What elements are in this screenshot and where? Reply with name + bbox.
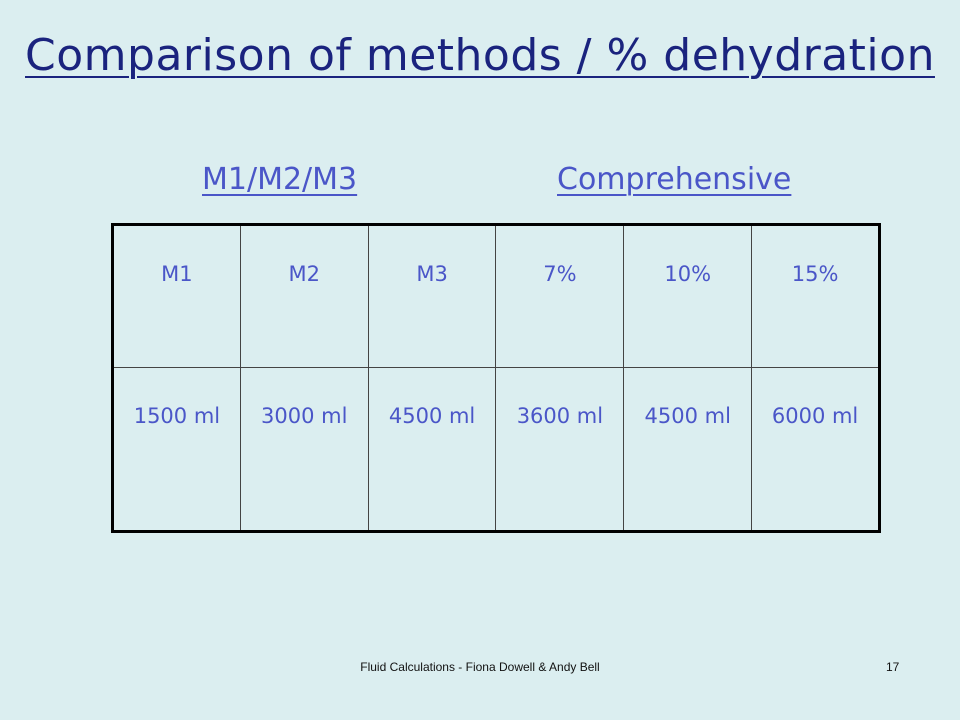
table-cell: 3600 ml [495,367,625,532]
table-header-cell: 7% [495,224,625,368]
footer-text: Fluid Calculations - Fiona Dowell & Andy… [360,660,600,674]
table-cell: 4500 ml [623,367,753,532]
table-header-cell: M3 [367,224,497,368]
table-header-cell: M2 [239,224,369,368]
table-cell: 4500 ml [367,367,497,532]
table-row: 1500 ml 3000 ml 4500 ml 3600 ml 4500 ml … [112,367,880,532]
table-cell: 3000 ml [239,367,369,532]
heading-comprehensive: Comprehensive [557,162,792,197]
table-cell: 1500 ml [112,367,241,532]
slide-title: Comparison of methods / % dehydration [0,30,960,81]
table-header-cell: 10% [623,224,753,368]
table-header-row: M1 M2 M3 7% 10% 15% [112,224,880,368]
heading-m1-m2-m3: M1/M2/M3 [202,162,358,197]
comparison-table: M1 M2 M3 7% 10% 15% 1500 ml 3000 ml 4500… [111,223,881,533]
table-cell: 6000 ml [751,367,880,532]
table-header-cell: M1 [112,224,241,368]
slide-title-text: Comparison of methods / % dehydration [25,30,935,81]
table-header-cell: 15% [751,224,880,368]
page-number: 17 [886,660,900,674]
